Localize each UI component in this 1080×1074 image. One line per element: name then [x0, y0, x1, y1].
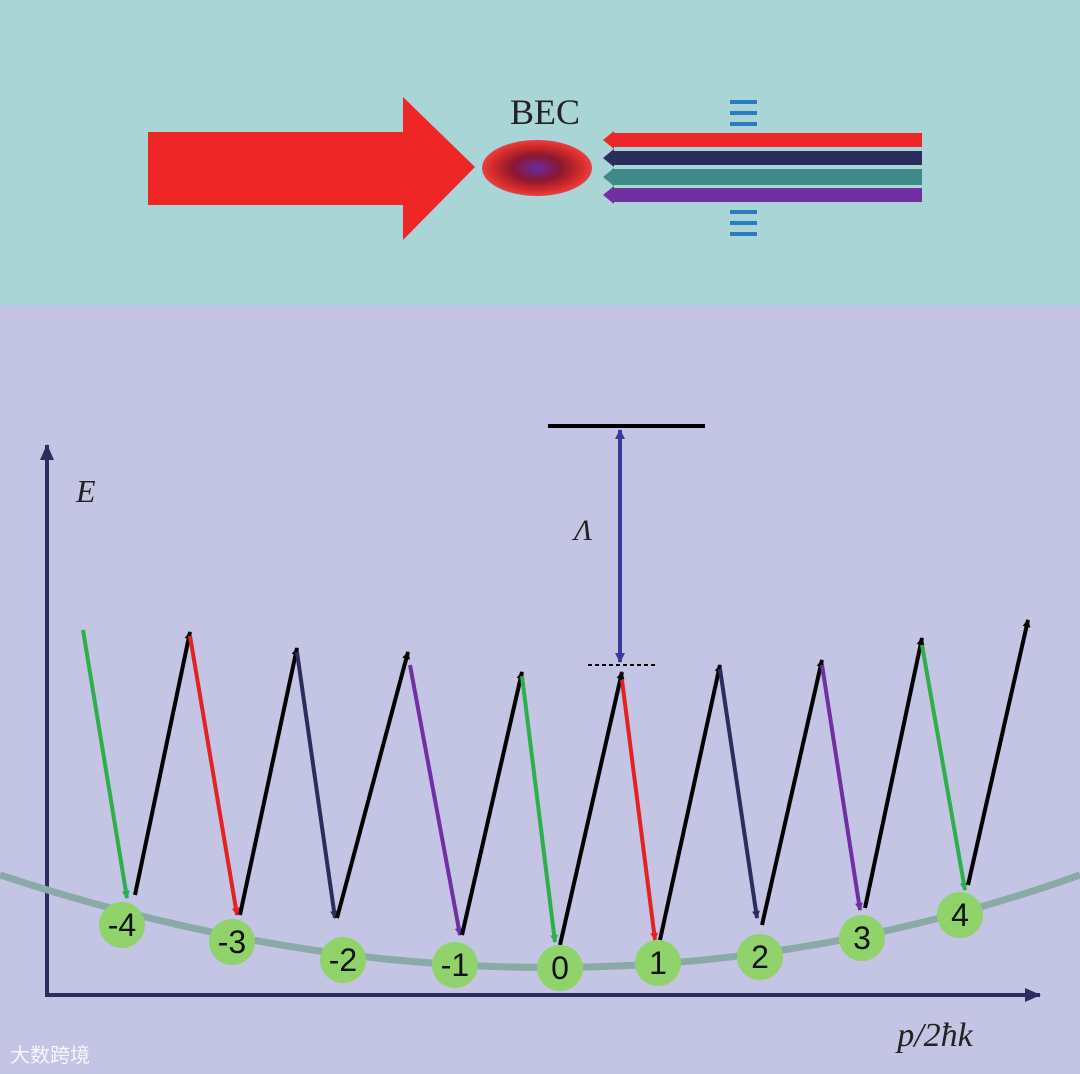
- beam: [612, 169, 922, 185]
- beam-head: [603, 186, 614, 204]
- state-label: 1: [649, 945, 667, 981]
- transition-arrow: [133, 631, 193, 896]
- state-node: [99, 902, 145, 948]
- scattered-beams: [603, 131, 922, 204]
- watermark: 大数跨境: [10, 1044, 90, 1067]
- transition-arrow: [520, 675, 559, 943]
- beam: [612, 151, 922, 165]
- transition-arrow: [408, 664, 463, 936]
- bec-label: BEC: [510, 92, 580, 132]
- transition-arrow: [81, 629, 130, 899]
- transition-arrow: [658, 664, 723, 941]
- state-node: [432, 942, 478, 988]
- state-label: 2: [751, 939, 769, 975]
- state-node: [937, 892, 983, 938]
- transition-arrow: [718, 668, 760, 919]
- transition-arrow: [966, 619, 1031, 886]
- state-node: [537, 945, 583, 991]
- transition-arrow: [335, 651, 411, 919]
- state-node: [209, 919, 255, 965]
- transitions: [81, 619, 1031, 946]
- transition-arrow: [295, 651, 338, 919]
- transition-arrow: [820, 664, 863, 911]
- beam: [612, 133, 922, 147]
- state-label: -3: [218, 924, 246, 960]
- momentum-states: -4 -3 -2 -1 0 1 2 3 4: [99, 892, 983, 991]
- transition-arrow: [620, 679, 659, 941]
- state-label: -2: [329, 942, 357, 978]
- beam-head: [603, 149, 614, 167]
- detuning-label: Λ: [571, 514, 592, 547]
- transition-arrow: [558, 671, 625, 946]
- state-label: -1: [441, 947, 469, 983]
- transition-arrow: [920, 644, 968, 891]
- state-label: 4: [951, 897, 969, 933]
- pump-beam: [148, 97, 475, 240]
- state-label: 3: [853, 920, 871, 956]
- state-node: [635, 940, 681, 986]
- transition-arrow: [238, 647, 300, 916]
- state-node: [839, 915, 885, 961]
- beam-head: [603, 131, 614, 149]
- state-node: [320, 937, 366, 983]
- momentum-label: p/2ħk: [895, 1017, 973, 1054]
- beam: [612, 188, 922, 202]
- ellipsis-marks: [730, 100, 757, 236]
- state-label: 0: [551, 950, 569, 986]
- energy-label: E: [75, 473, 96, 509]
- state-label: -4: [108, 907, 136, 943]
- state-node: [737, 934, 783, 980]
- transition-arrow: [188, 635, 240, 916]
- transition-arrow: [760, 659, 825, 926]
- transition-arrow: [863, 637, 925, 909]
- transition-arrow: [460, 671, 525, 936]
- beam-head: [603, 168, 614, 186]
- bec-cloud: [482, 140, 592, 196]
